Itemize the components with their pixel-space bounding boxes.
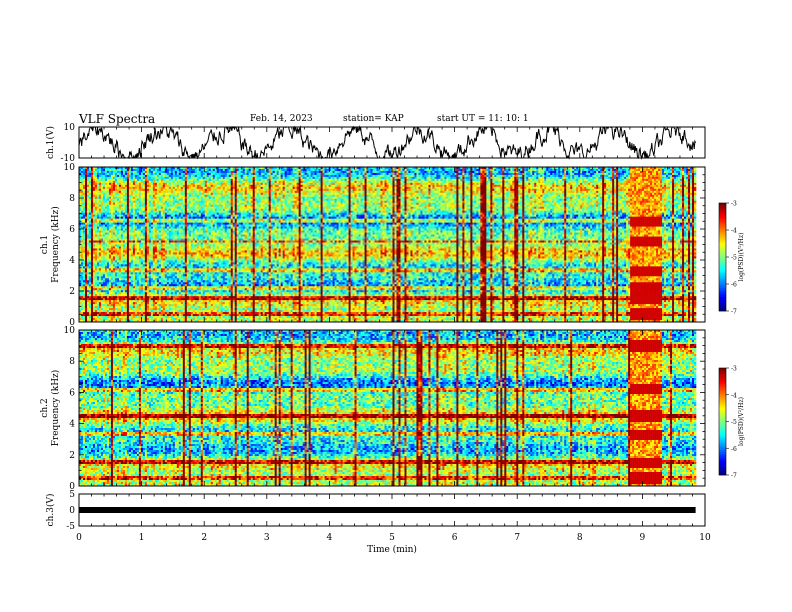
ch2-spec-ytick-label: 0 (69, 482, 75, 492)
ch1-colorbar-tick-label: -3 (731, 201, 737, 208)
x-tick-label: 2 (201, 533, 207, 543)
ch1-spec-ytick-label: 4 (69, 256, 75, 266)
ch1-spectrogram-image (79, 167, 697, 323)
x-tick-label: 0 (76, 533, 82, 543)
ch2-spec-ytick-label: 10 (64, 326, 76, 336)
ch2-spec-frequency-label: Frequency (kHz) (50, 370, 61, 447)
ch1-waveform-trace (78, 125, 697, 160)
ch1-spec-channel-label: ch.1 (40, 235, 50, 254)
x-tick-label: 3 (264, 533, 270, 543)
ch2-spec-channel-label: ch.2 (40, 398, 50, 417)
ch2-colorbar-tick-label: -4 (731, 392, 737, 399)
ch3-ytick-label: -5 (66, 522, 75, 532)
ch1-colorbar-tick-label: -4 (731, 228, 737, 235)
ch1-spec-ytick-label: 2 (69, 287, 75, 297)
x-tick-label: 4 (327, 533, 333, 543)
ch1-spec-ytick-label: 6 (69, 225, 75, 235)
x-tick-label: 8 (577, 533, 583, 543)
ch3-ytick-label: 0 (69, 506, 75, 516)
ch2-spec-ytick-label: 4 (69, 420, 75, 430)
ch1-colorbar-tick-label: -6 (731, 282, 737, 289)
ch2-colorbar-tick-label: -5 (731, 419, 737, 426)
ch2-spec-ytick-label: 6 (69, 388, 75, 398)
recording-date: Feb. 14, 2023 (250, 114, 313, 124)
ch3-waveform-trace (79, 507, 696, 513)
ch2-colorbar-tick-label: -3 (731, 366, 737, 373)
x-tick-label: 5 (389, 533, 395, 543)
ch1-ytick-label: -10 (61, 154, 76, 164)
ch1-spec-frequency-label: Frequency (kHz) (50, 206, 61, 283)
x-tick-label: 10 (699, 533, 711, 543)
ch1-ytick-label: 10 (64, 123, 76, 133)
x-axis-label: Time (min) (367, 544, 417, 555)
ch1-spec-ytick-label: 10 (64, 163, 76, 173)
ch2-colorbar-tick-label: -7 (731, 473, 737, 480)
start-time-label: start UT = 11: 10: 1 (437, 114, 529, 124)
ch2-spec-ytick-label: 2 (69, 451, 75, 461)
ch1-waveform-ylabel: ch.1(V) (45, 126, 56, 159)
ch2-colorbar-tick-label: -6 (731, 446, 737, 453)
ch2-colorbar: -7 -6 -5 -4 -3 log(PSD)(V²/Hz) (718, 366, 745, 480)
ch1-spec-ytick-label: 0 (69, 318, 75, 328)
ch3-ytick-label: 5 (69, 490, 75, 500)
x-tick-label: 7 (514, 533, 520, 543)
ch1-colorbar: -7 -6 -5 -4 -3 log(PSD)(V²/Hz) (718, 201, 745, 316)
ch1-spec-ytick-label: 8 (69, 194, 75, 204)
ch1-colorbar-tick-label: -7 (731, 309, 737, 316)
chart-title: VLF Spectra (79, 112, 155, 126)
ch2-colorbar-label: log(PSD)(V²/Hz) (738, 397, 745, 446)
ch2-spec-ytick-label: 8 (69, 357, 75, 367)
ch3-waveform-ylabel: ch.3(V) (45, 494, 56, 527)
ch1-colorbar-tick-label: -5 (731, 255, 737, 262)
ch1-colorbar-label: log(PSD)(V²/Hz) (738, 233, 745, 282)
station-label: station= KAP (343, 114, 404, 124)
x-tick-label: 1 (139, 533, 145, 543)
x-tick-label: 6 (452, 533, 458, 543)
x-tick-label: 9 (640, 533, 646, 543)
ch2-spectrogram-image (79, 330, 697, 487)
